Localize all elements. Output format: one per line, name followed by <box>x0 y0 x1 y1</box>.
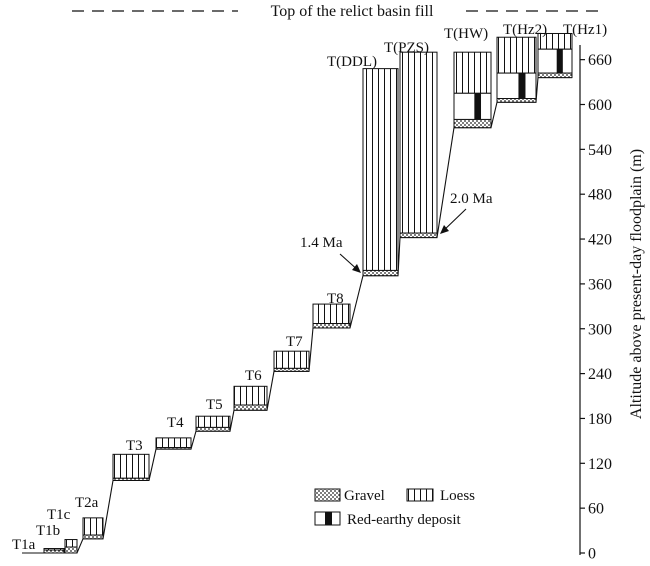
terrace-thw <box>453 51 492 129</box>
loess-layer <box>362 68 399 271</box>
y-axis-title: Altitude above present-day floodplain (m… <box>628 149 645 419</box>
y-tick-label: 0 <box>588 546 596 563</box>
gravel-layer <box>496 98 537 103</box>
gravel-layer <box>399 232 438 239</box>
red-earthy-mark <box>518 73 526 99</box>
terrace-label-tpzs: T(PZS) <box>384 40 429 56</box>
gravel-layer <box>43 549 65 554</box>
gravel-layer <box>82 534 104 540</box>
terrace-label-thz2: T(Hz2) <box>503 22 547 38</box>
loess-layer <box>273 350 310 369</box>
loess-layer <box>155 437 192 449</box>
terraces <box>22 32 573 554</box>
y-tick-label: 120 <box>588 456 612 473</box>
top-label: Top of the relict basin fill <box>271 3 434 20</box>
terrace-label-t8: T8 <box>327 291 344 307</box>
legend-red-swatch <box>314 511 341 526</box>
terrace-label-t7: T7 <box>286 334 303 350</box>
red-earthy-layer <box>537 48 573 74</box>
gravel-layer <box>537 72 573 79</box>
loess-layer <box>195 415 231 428</box>
loess-layer <box>399 51 438 234</box>
age-arrowhead-1.4 <box>352 264 361 273</box>
terrace-label-thz1: T(Hz1) <box>563 22 607 38</box>
loess-layer <box>453 51 492 94</box>
gravel-layer <box>312 323 351 329</box>
terrace-label-t1c: T1c <box>47 507 71 523</box>
terrace-t1b <box>43 548 65 554</box>
terrain-profile <box>22 77 572 554</box>
y-tick-label: 60 <box>588 501 604 518</box>
loess-layer <box>82 517 104 536</box>
y-tick-label: 180 <box>588 411 612 428</box>
terrace-t6 <box>233 385 268 411</box>
y-tick-label: 540 <box>588 142 612 159</box>
gravel-layer <box>362 269 399 277</box>
gravel-layer <box>233 404 268 411</box>
red-earthy-layer <box>453 92 492 120</box>
terrace-label-t2a: T2a <box>75 495 99 511</box>
terrace-label-thw: T(HW) <box>444 26 488 42</box>
gravel-layer <box>273 367 310 372</box>
terrace-tddl <box>362 68 399 277</box>
terrace-t5 <box>195 415 231 432</box>
gravel-layer <box>112 477 150 481</box>
terrace-label-t5: T5 <box>206 397 223 413</box>
age-annotation-1.4: 1.4 Ma <box>300 235 343 251</box>
terrace-thz2 <box>496 36 537 103</box>
gravel-layer <box>155 447 192 450</box>
legend: Gravel Loess Red-earthy deposit <box>314 488 475 528</box>
y-tick-label: 480 <box>588 187 612 204</box>
terrace-label-tddl: T(DDL) <box>327 54 377 70</box>
loess-layer <box>233 385 268 406</box>
y-ticks: 0 60 120 180 240 300 360 420 480 540 600 660 <box>580 52 612 563</box>
legend-gravel-swatch <box>314 488 341 502</box>
terrace-thz1 <box>537 32 573 79</box>
terrace-t2a <box>82 517 104 540</box>
legend-loess-swatch <box>406 488 434 502</box>
terrace-tpzs <box>399 51 438 239</box>
terrace-label-t3: T3 <box>126 438 143 454</box>
loess-layer <box>112 453 150 479</box>
loess-layer <box>496 36 537 74</box>
red-earthy-mark <box>556 49 563 74</box>
terrace-t1c <box>64 539 78 554</box>
legend-gravel-label: Gravel <box>344 488 385 504</box>
loess-layer <box>64 539 78 548</box>
legend-loess-label: Loess <box>440 488 475 504</box>
terrace-t7 <box>273 350 310 372</box>
red-earthy-layer <box>496 72 537 100</box>
y-tick-label: 600 <box>588 97 612 114</box>
terrace-label-t1b: T1b <box>36 523 60 539</box>
terrace-t3 <box>112 453 150 481</box>
gravel-layer <box>195 426 231 432</box>
legend-red-label: Red-earthy deposit <box>347 512 462 528</box>
terrace-label-t1a: T1a <box>12 537 36 553</box>
y-tick-label: 360 <box>588 276 612 293</box>
gravel-layer <box>64 546 78 554</box>
y-tick-label: 420 <box>588 232 612 249</box>
terrace-label-t4: T4 <box>167 415 184 431</box>
y-tick-label: 300 <box>588 321 612 338</box>
age-annotation-2.0: 2.0 Ma <box>450 191 493 207</box>
y-tick-label: 660 <box>588 52 612 69</box>
terrace-t8 <box>312 303 351 329</box>
terrace-label-t6: T6 <box>245 368 262 384</box>
y-tick-label: 240 <box>588 366 612 383</box>
red-earthy-mark <box>474 93 482 120</box>
age-arrowhead-2.0 <box>440 225 449 234</box>
gravel-layer <box>453 118 492 129</box>
terrace-t4 <box>155 437 192 450</box>
